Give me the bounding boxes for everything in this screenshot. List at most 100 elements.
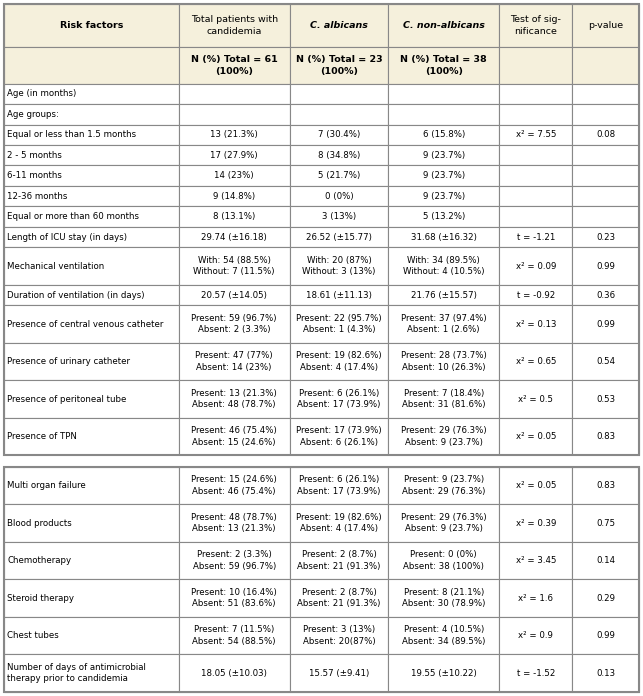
Bar <box>500 579 572 617</box>
Bar <box>179 418 290 455</box>
Bar <box>388 125 500 145</box>
Bar <box>290 306 388 343</box>
Bar <box>572 381 639 418</box>
Text: 0.99: 0.99 <box>596 262 615 271</box>
Text: Present: 8 (21.1%)
Absent: 30 (78.9%): Present: 8 (21.1%) Absent: 30 (78.9%) <box>402 588 485 608</box>
Text: Present: 3 (13%)
Absent: 20(87%): Present: 3 (13%) Absent: 20(87%) <box>303 626 376 646</box>
Text: 0.36: 0.36 <box>596 291 615 299</box>
Text: Present: 48 (78.7%)
Absent: 13 (21.3%): Present: 48 (78.7%) Absent: 13 (21.3%) <box>192 513 277 533</box>
Bar <box>290 227 388 247</box>
Bar <box>500 343 572 381</box>
Text: 6 (15.8%): 6 (15.8%) <box>422 130 465 139</box>
Bar <box>572 285 639 306</box>
Bar <box>290 505 388 542</box>
Text: Multi organ failure: Multi organ failure <box>7 481 86 490</box>
Bar <box>388 418 500 455</box>
Bar <box>500 505 572 542</box>
Bar <box>572 306 639 343</box>
Bar <box>290 166 388 186</box>
Bar <box>179 104 290 125</box>
Bar <box>388 247 500 285</box>
Bar <box>500 381 572 418</box>
Bar <box>572 47 639 84</box>
Bar <box>4 207 179 227</box>
Text: Presence of central venous catheter: Presence of central venous catheter <box>7 319 163 329</box>
Text: Present: 15 (24.6%)
Absent: 46 (75.4%): Present: 15 (24.6%) Absent: 46 (75.4%) <box>192 475 277 496</box>
Bar <box>4 418 179 455</box>
Bar <box>388 579 500 617</box>
Text: Present: 59 (96.7%)
Absent: 2 (3.3%): Present: 59 (96.7%) Absent: 2 (3.3%) <box>192 314 277 334</box>
Text: 5 (13.2%): 5 (13.2%) <box>422 212 465 221</box>
Text: Presence of TPN: Presence of TPN <box>7 432 77 441</box>
Bar <box>572 207 639 227</box>
Text: 2 - 5 months: 2 - 5 months <box>7 151 62 160</box>
Bar <box>388 285 500 306</box>
Text: Present: 2 (8.7%)
Absent: 21 (91.3%): Present: 2 (8.7%) Absent: 21 (91.3%) <box>297 588 381 608</box>
Bar <box>4 227 179 247</box>
Text: Chemotherapy: Chemotherapy <box>7 556 71 565</box>
Bar <box>500 125 572 145</box>
Text: Present: 2 (8.7%)
Absent: 21 (91.3%): Present: 2 (8.7%) Absent: 21 (91.3%) <box>297 551 381 571</box>
Bar <box>388 306 500 343</box>
Bar <box>179 542 290 579</box>
Text: Present: 4 (10.5%)
Absent: 34 (89.5%): Present: 4 (10.5%) Absent: 34 (89.5%) <box>402 626 485 646</box>
Text: 9 (23.7%): 9 (23.7%) <box>422 151 465 160</box>
Text: 0.75: 0.75 <box>596 519 615 528</box>
Text: 13 (21.3%): 13 (21.3%) <box>210 130 258 139</box>
Text: Present: 19 (82.6%)
Absent: 4 (17.4%): Present: 19 (82.6%) Absent: 4 (17.4%) <box>296 513 382 533</box>
Bar <box>500 166 572 186</box>
Bar <box>4 125 179 145</box>
Text: Present: 29 (76.3%)
Absent: 9 (23.7%): Present: 29 (76.3%) Absent: 9 (23.7%) <box>401 427 487 447</box>
Bar <box>4 145 179 166</box>
Bar <box>500 418 572 455</box>
Text: 15.57 (±9.41): 15.57 (±9.41) <box>309 669 369 678</box>
Bar <box>388 617 500 654</box>
Text: With: 34 (89.5%)
Without: 4 (10.5%): With: 34 (89.5%) Without: 4 (10.5%) <box>403 256 484 276</box>
Bar <box>572 186 639 207</box>
Text: 0.53: 0.53 <box>596 395 615 404</box>
Bar <box>4 467 179 505</box>
Text: C. non-albicans: C. non-albicans <box>403 21 485 30</box>
Bar <box>572 247 639 285</box>
Text: p-value: p-value <box>588 21 623 30</box>
Text: 9 (23.7%): 9 (23.7%) <box>422 191 465 200</box>
Bar <box>572 104 639 125</box>
Bar <box>179 579 290 617</box>
Bar <box>4 381 179 418</box>
Text: Present: 6 (26.1%)
Absent: 17 (73.9%): Present: 6 (26.1%) Absent: 17 (73.9%) <box>297 389 381 409</box>
Text: Equal or more than 60 months: Equal or more than 60 months <box>7 212 139 221</box>
Bar <box>572 4 639 47</box>
Text: 19.55 (±10.22): 19.55 (±10.22) <box>411 669 476 678</box>
Bar <box>572 343 639 381</box>
Bar <box>388 542 500 579</box>
Text: 20.57 (±14.05): 20.57 (±14.05) <box>201 291 267 299</box>
Bar <box>388 207 500 227</box>
Text: 0.13: 0.13 <box>596 669 615 678</box>
Bar <box>500 285 572 306</box>
Text: x² = 0.39: x² = 0.39 <box>516 519 556 528</box>
Bar <box>4 104 179 125</box>
Bar <box>500 247 572 285</box>
Bar <box>4 166 179 186</box>
Text: Risk factors: Risk factors <box>60 21 123 30</box>
Text: x² = 3.45: x² = 3.45 <box>516 556 556 565</box>
Bar <box>4 467 639 692</box>
Bar <box>290 654 388 692</box>
Text: 14 (23%): 14 (23%) <box>214 171 254 180</box>
Bar <box>500 654 572 692</box>
Bar <box>4 542 179 579</box>
Text: Present: 29 (76.3%)
Absent: 9 (23.7%): Present: 29 (76.3%) Absent: 9 (23.7%) <box>401 513 487 533</box>
Text: Age (in months): Age (in months) <box>7 89 77 98</box>
Text: C. albicans: C. albicans <box>310 21 368 30</box>
Text: 0.23: 0.23 <box>596 232 615 242</box>
Bar <box>179 145 290 166</box>
Bar <box>4 617 179 654</box>
Text: With: 20 (87%)
Without: 3 (13%): With: 20 (87%) Without: 3 (13%) <box>302 256 376 276</box>
Text: 0.29: 0.29 <box>596 594 615 603</box>
Bar <box>290 186 388 207</box>
Bar <box>500 84 572 104</box>
Bar <box>572 467 639 505</box>
Text: Test of sig-
nificance: Test of sig- nificance <box>511 15 561 35</box>
Bar <box>388 4 500 47</box>
Bar <box>500 4 572 47</box>
